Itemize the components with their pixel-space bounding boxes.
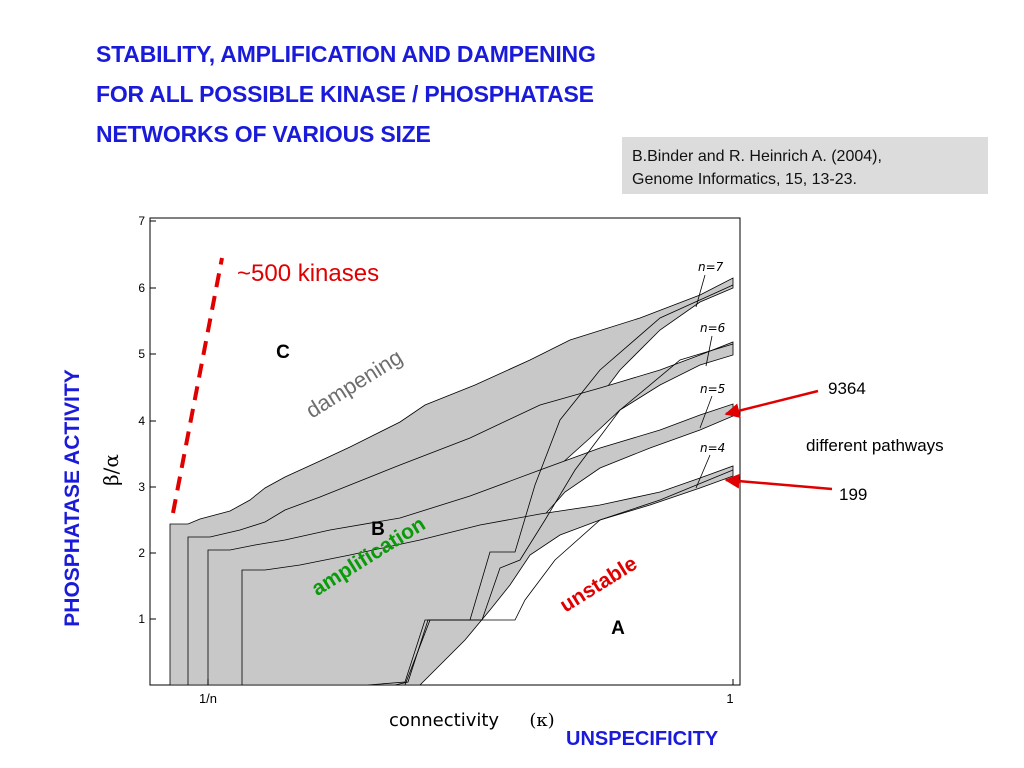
y-label-beta-alpha: β/α (99, 454, 123, 486)
label-n5: n=5 (700, 382, 725, 396)
y-tick-5: 5 (138, 347, 145, 361)
y-axis-title: PHOSPHATASE ACTIVITY (61, 369, 84, 627)
count-199: 199 (839, 485, 868, 504)
x-tick-1: 1 (726, 691, 733, 706)
x-tick-1-over-n: 1/n (199, 691, 217, 706)
y-tick-7: 7 (138, 214, 145, 228)
label-n7: n=7 (698, 260, 724, 274)
different-pathways-label: different pathways (806, 436, 944, 455)
title-line-2: FOR ALL POSSIBLE KINASE / PHOSPHATASE (96, 81, 594, 107)
x-ticks (207, 679, 734, 685)
region-letter-c: C (276, 342, 290, 363)
title-line-3: NETWORKS OF VARIOUS SIZE (96, 121, 431, 147)
kinases-dashed-line (171, 257, 224, 514)
region-letter-a: A (611, 618, 625, 639)
region-letter-b: B (371, 519, 385, 540)
y-tick-labels: 7 6 5 4 3 2 1 (138, 214, 145, 626)
y-tick-2: 2 (138, 546, 145, 560)
reference-box: B.Binder and R. Heinrich A. (2004), Geno… (622, 137, 988, 194)
reference-line-2: Genome Informatics, 15, 13-23. (632, 171, 857, 188)
band-n4 (241, 465, 734, 686)
n-label-leaders (695, 274, 713, 489)
count-9364: 9364 (828, 379, 866, 398)
y-tick-6: 6 (138, 281, 145, 295)
step-lines (367, 284, 734, 686)
reference-line-1: B.Binder and R. Heinrich A. (2004), (632, 148, 882, 165)
y-tick-4: 4 (138, 414, 145, 428)
arrow-to-n5 (724, 389, 819, 419)
y-tick-3: 3 (138, 480, 145, 494)
label-n6: n=6 (700, 321, 726, 335)
y-ticks (150, 220, 156, 620)
x-label-kappa: (κ) (529, 710, 554, 731)
y-tick-1: 1 (138, 612, 145, 626)
arrow-to-n4 (724, 473, 833, 491)
slide-title: STABILITY, AMPLIFICATION AND DAMPENING F… (96, 34, 736, 154)
x-label-connectivity: connectivity (389, 710, 499, 731)
label-n4: n=4 (700, 441, 725, 455)
kinases-label: ~500 kinases (237, 260, 379, 287)
title-line-1: STABILITY, AMPLIFICATION AND DAMPENING (96, 41, 596, 67)
x-axis-title: UNSPECIFICITY (566, 728, 719, 750)
